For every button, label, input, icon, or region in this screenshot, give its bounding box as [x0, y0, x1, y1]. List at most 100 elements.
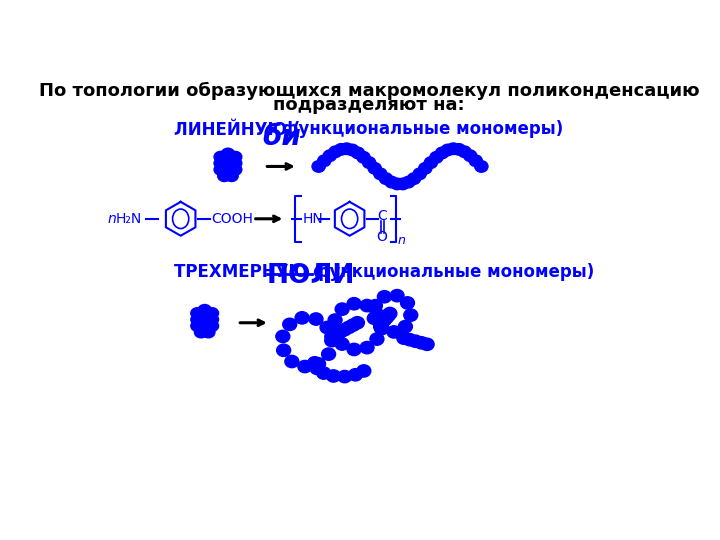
- Ellipse shape: [322, 348, 336, 360]
- Text: HN: HN: [303, 212, 324, 226]
- Ellipse shape: [370, 333, 384, 345]
- Text: H₂N: H₂N: [116, 212, 142, 226]
- Ellipse shape: [328, 327, 342, 339]
- Ellipse shape: [357, 152, 370, 163]
- Ellipse shape: [198, 305, 212, 315]
- Ellipse shape: [338, 370, 351, 383]
- Ellipse shape: [323, 150, 336, 161]
- Ellipse shape: [402, 177, 415, 188]
- Ellipse shape: [317, 367, 330, 379]
- Ellipse shape: [348, 369, 362, 381]
- Text: ЛИНЕЙНУЮ (: ЛИНЕЙНУЮ (: [174, 120, 300, 139]
- Ellipse shape: [191, 308, 204, 319]
- Ellipse shape: [228, 158, 242, 169]
- Ellipse shape: [221, 161, 235, 172]
- Ellipse shape: [367, 312, 382, 325]
- Ellipse shape: [191, 320, 204, 332]
- Ellipse shape: [351, 316, 364, 329]
- Ellipse shape: [374, 168, 387, 180]
- Text: По топологии образующихся макромолекул поликонденсацию: По топологии образующихся макромолекул п…: [39, 82, 699, 100]
- Ellipse shape: [379, 173, 392, 184]
- Text: O: O: [377, 230, 387, 244]
- Ellipse shape: [390, 289, 404, 302]
- Ellipse shape: [198, 317, 212, 328]
- Ellipse shape: [381, 309, 395, 322]
- Ellipse shape: [408, 173, 420, 184]
- Text: COOH: COOH: [211, 212, 253, 226]
- Ellipse shape: [370, 308, 384, 320]
- Ellipse shape: [413, 168, 426, 180]
- Ellipse shape: [474, 161, 488, 172]
- Ellipse shape: [328, 314, 342, 326]
- Ellipse shape: [205, 314, 219, 325]
- Text: функциональные мономеры): функциональные мономеры): [313, 262, 595, 281]
- Text: C: C: [377, 210, 387, 224]
- Ellipse shape: [357, 365, 371, 377]
- Ellipse shape: [383, 307, 397, 320]
- Ellipse shape: [228, 164, 242, 175]
- Ellipse shape: [283, 318, 297, 330]
- Ellipse shape: [420, 338, 434, 350]
- Ellipse shape: [340, 143, 354, 154]
- Text: би: би: [263, 123, 302, 151]
- Ellipse shape: [374, 322, 389, 335]
- Ellipse shape: [363, 157, 376, 168]
- Ellipse shape: [338, 323, 351, 336]
- Ellipse shape: [198, 311, 212, 322]
- Ellipse shape: [418, 163, 432, 174]
- Ellipse shape: [336, 338, 349, 350]
- Ellipse shape: [369, 300, 382, 312]
- Ellipse shape: [333, 326, 347, 338]
- Text: функциональные мономеры): функциональные мономеры): [282, 120, 564, 138]
- Ellipse shape: [205, 320, 219, 332]
- Ellipse shape: [312, 161, 325, 172]
- Text: подразделяют на:: подразделяют на:: [273, 96, 465, 113]
- Ellipse shape: [325, 334, 338, 347]
- Ellipse shape: [310, 362, 324, 375]
- Ellipse shape: [194, 327, 207, 338]
- Ellipse shape: [377, 314, 392, 326]
- Ellipse shape: [404, 309, 418, 321]
- Ellipse shape: [329, 146, 342, 158]
- Ellipse shape: [376, 316, 390, 328]
- Ellipse shape: [198, 323, 212, 335]
- Ellipse shape: [374, 318, 387, 330]
- Ellipse shape: [221, 154, 235, 166]
- Ellipse shape: [464, 150, 477, 161]
- Ellipse shape: [374, 320, 387, 333]
- Ellipse shape: [214, 151, 228, 163]
- Ellipse shape: [325, 330, 339, 343]
- Ellipse shape: [458, 146, 471, 158]
- Ellipse shape: [347, 343, 361, 356]
- Ellipse shape: [347, 298, 361, 310]
- Ellipse shape: [318, 155, 330, 166]
- Text: ТРЕХМЕРНУЮ (: ТРЕХМЕРНУЮ (: [174, 262, 321, 281]
- Ellipse shape: [387, 326, 401, 338]
- Ellipse shape: [414, 336, 428, 349]
- Ellipse shape: [385, 177, 398, 188]
- Ellipse shape: [446, 143, 460, 154]
- Ellipse shape: [326, 370, 341, 382]
- Ellipse shape: [342, 321, 356, 334]
- Ellipse shape: [351, 147, 364, 159]
- Ellipse shape: [335, 144, 348, 155]
- Ellipse shape: [402, 334, 417, 346]
- Ellipse shape: [276, 344, 291, 356]
- Ellipse shape: [368, 163, 382, 174]
- Ellipse shape: [205, 308, 219, 319]
- Ellipse shape: [191, 314, 204, 325]
- Ellipse shape: [398, 320, 413, 333]
- Ellipse shape: [285, 355, 299, 368]
- Ellipse shape: [400, 297, 415, 309]
- Ellipse shape: [221, 148, 235, 159]
- Ellipse shape: [391, 178, 404, 190]
- Ellipse shape: [228, 151, 242, 163]
- Ellipse shape: [312, 357, 325, 370]
- Ellipse shape: [214, 164, 228, 175]
- Ellipse shape: [221, 167, 235, 178]
- Text: n: n: [397, 234, 405, 247]
- Ellipse shape: [217, 171, 231, 181]
- Ellipse shape: [360, 299, 374, 312]
- Ellipse shape: [202, 327, 215, 338]
- Ellipse shape: [320, 321, 334, 334]
